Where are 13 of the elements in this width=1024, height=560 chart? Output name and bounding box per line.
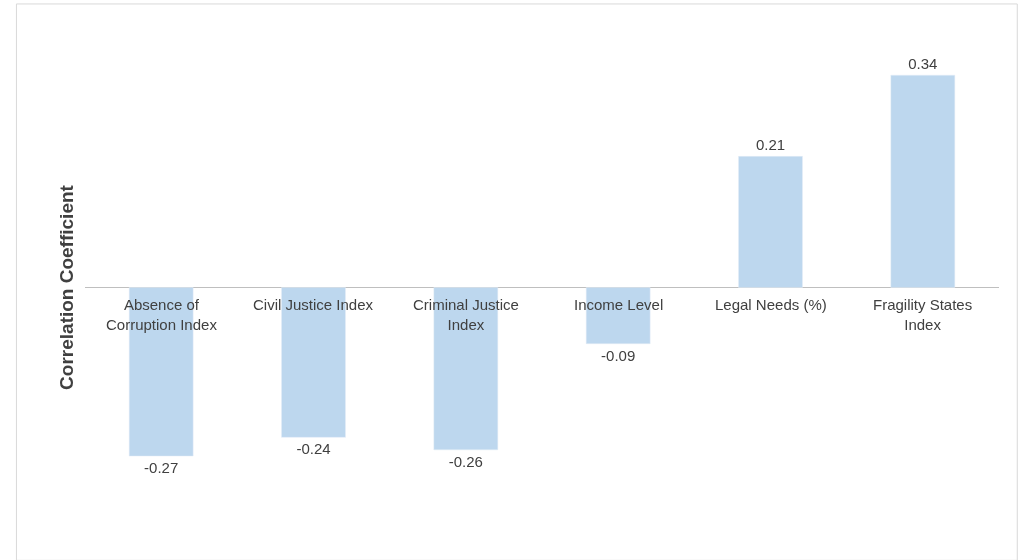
x-tick-label: Absence of Corruption Index [106, 296, 218, 333]
data-label: -0.27 [144, 459, 179, 477]
y-axis-title: Correlation Coefficient [55, 184, 77, 390]
x-tick-label: Income Level [574, 296, 664, 313]
data-label: 0.21 [755, 136, 786, 154]
data-label: -0.24 [296, 440, 331, 458]
x-tick-label: Criminal Justice Index [413, 296, 519, 333]
x-tick-label: Fragility States Index [873, 296, 973, 333]
data-label: -0.26 [448, 452, 483, 470]
x-tick-label: Civil Justice Index [253, 296, 374, 313]
data-label: -0.09 [601, 346, 636, 364]
data-label: 0.34 [908, 55, 938, 73]
x-tick-label: Legal Needs (%) [715, 296, 827, 313]
